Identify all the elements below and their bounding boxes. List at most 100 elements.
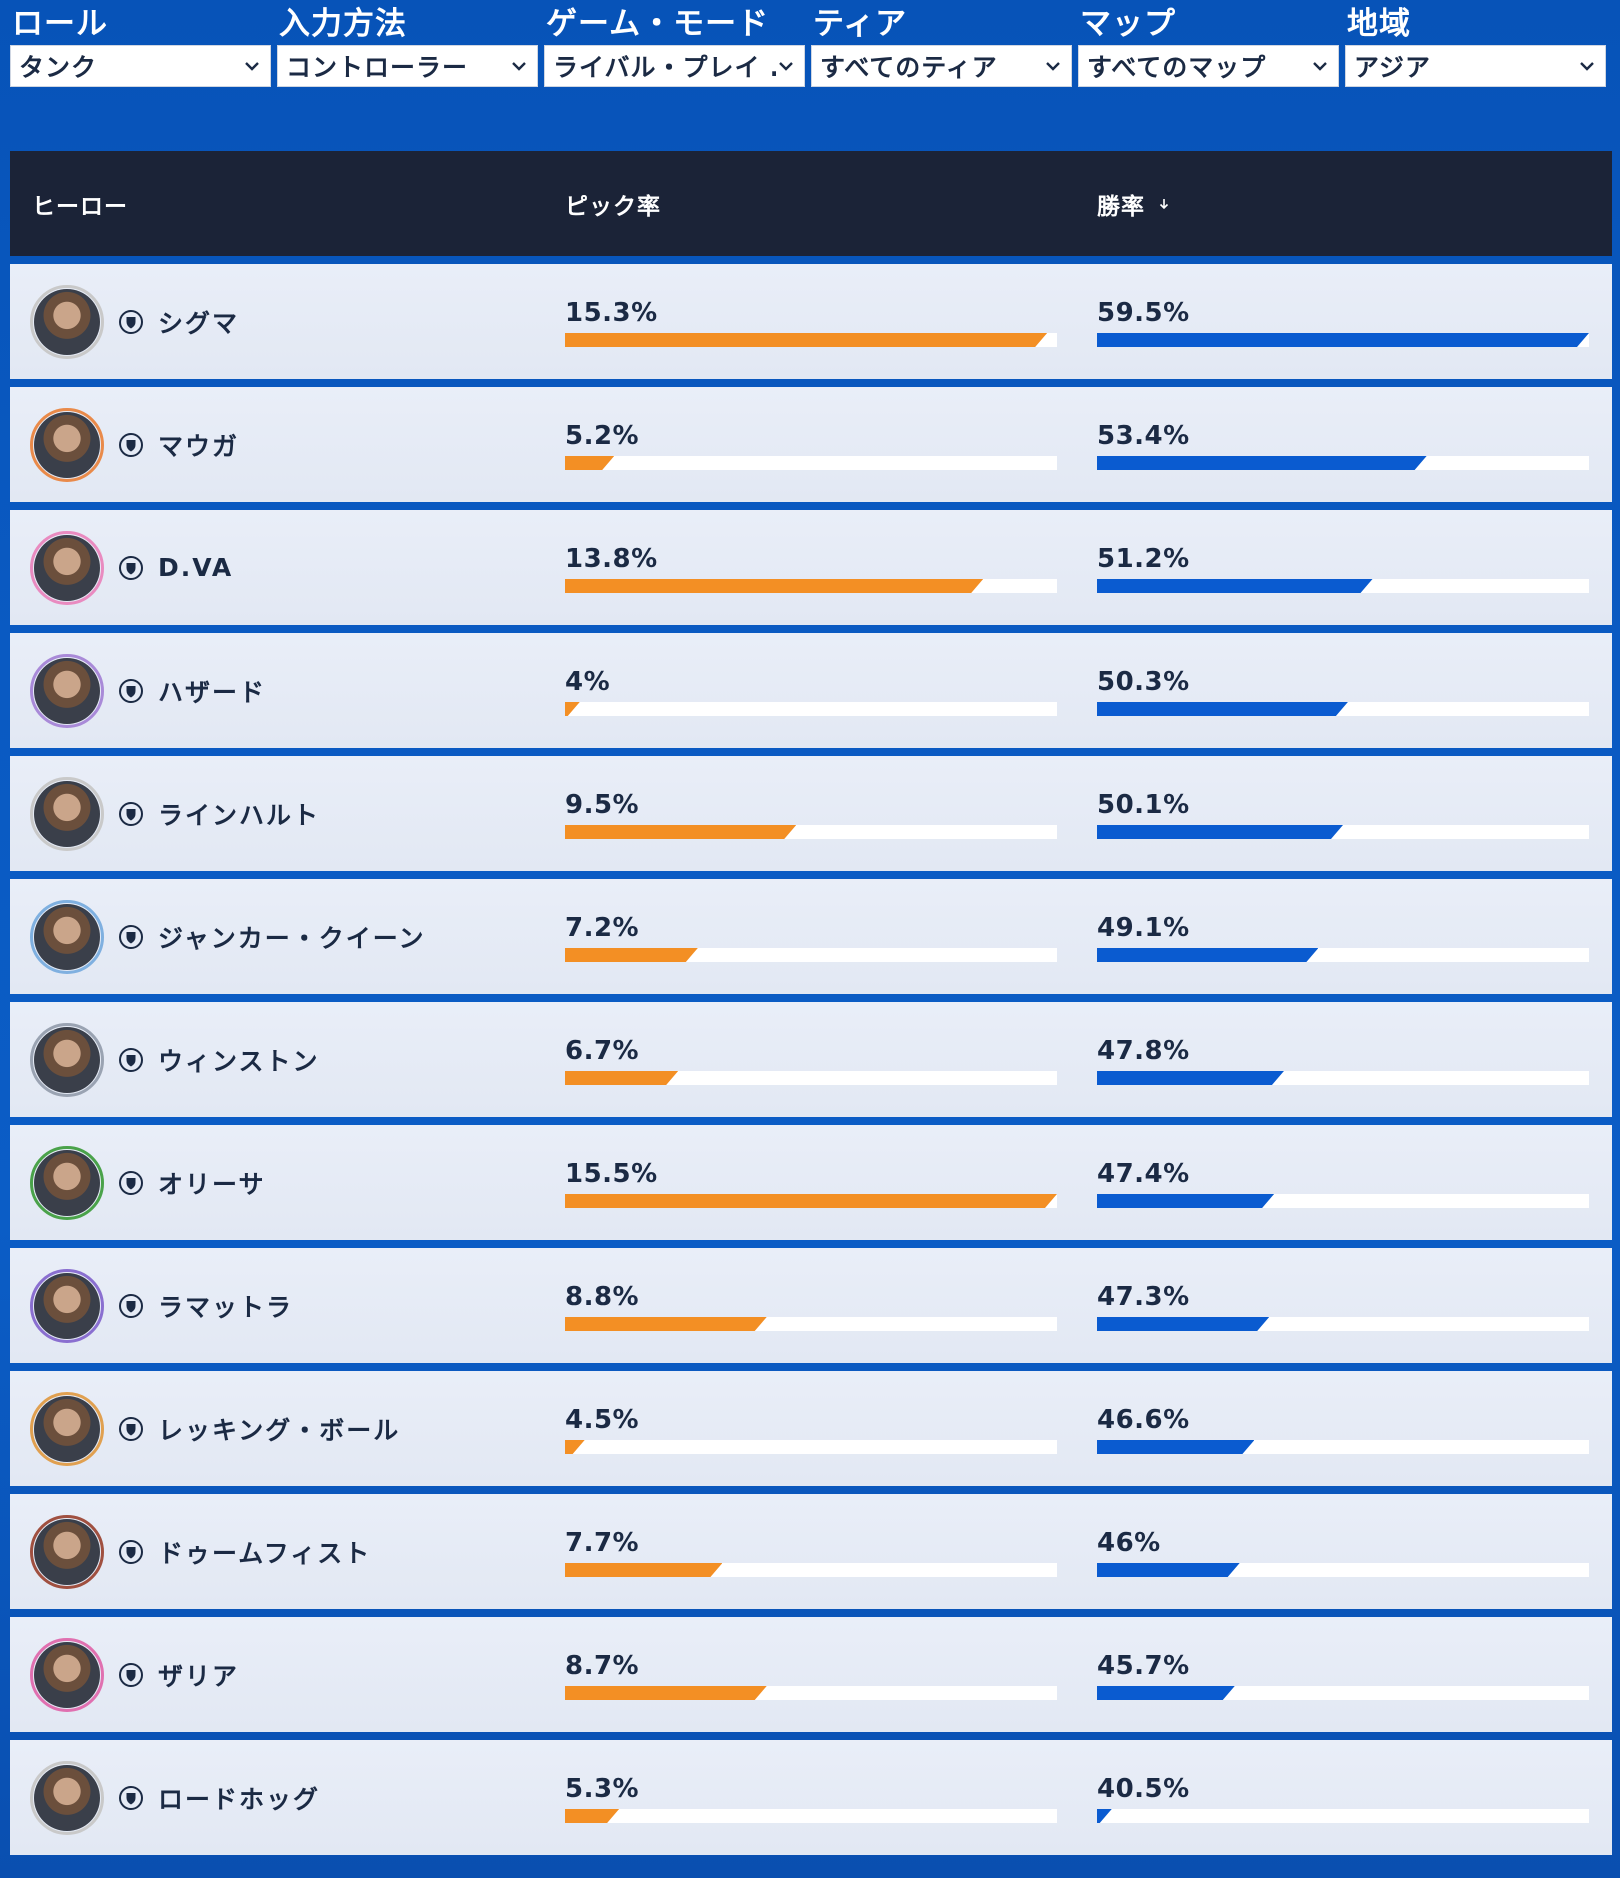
pick-rate-value: 8.8% xyxy=(565,1282,640,1312)
win-rate-bar xyxy=(1097,1071,1284,1085)
hero-portrait xyxy=(30,776,104,851)
tank-role-icon xyxy=(119,801,143,826)
tank-role-icon xyxy=(119,555,143,580)
pick-rate-cell: 7.2% xyxy=(565,879,1097,994)
pick-rate-cell: 4.5% xyxy=(565,1371,1097,1486)
win-rate-bar xyxy=(1097,1317,1269,1331)
win-rate-bar xyxy=(1097,702,1348,716)
win-rate-cell: 46.6% xyxy=(1097,1371,1612,1486)
pick-rate-bar xyxy=(565,825,796,839)
win-rate-bar xyxy=(1097,1809,1112,1823)
hero-portrait-image xyxy=(34,534,100,601)
table-row[interactable]: ハザード 4% 50.3% xyxy=(10,633,1612,748)
win-rate-value: 47.3% xyxy=(1097,1282,1190,1312)
pick-rate-cell: 15.5% xyxy=(565,1125,1097,1240)
table-row[interactable]: シグマ 15.3% 59.5% xyxy=(10,264,1612,379)
tank-role-icon xyxy=(119,1662,143,1687)
filter-label: 入力方法 xyxy=(279,6,407,42)
hero-portrait xyxy=(30,1391,104,1466)
pick-rate-cell: 5.2% xyxy=(565,387,1097,502)
pick-rate-bar-track xyxy=(565,948,1057,962)
pick-rate-value: 15.5% xyxy=(565,1159,658,1189)
filter-value: コントローラー xyxy=(286,53,469,82)
column-header-hero[interactable]: ヒーロー xyxy=(10,187,565,221)
pick-rate-bar-track xyxy=(565,333,1057,347)
table-row[interactable]: ザリア 8.7% 45.7% xyxy=(10,1617,1612,1732)
pick-rate-bar-track xyxy=(565,1071,1057,1085)
tank-role-icon xyxy=(119,1170,143,1195)
win-rate-bar-track xyxy=(1097,1071,1589,1085)
hero-name: ジャンカー・クイーン xyxy=(158,923,426,953)
win-rate-bar-track xyxy=(1097,333,1589,347)
pick-rate-value: 8.7% xyxy=(565,1651,640,1681)
hero-portrait xyxy=(30,407,104,482)
pick-rate-value: 9.5% xyxy=(565,790,640,820)
tier-select[interactable]: すべてのティア xyxy=(811,45,1072,87)
pick-rate-bar xyxy=(565,1440,585,1454)
input-method-select[interactable]: コントローラー xyxy=(277,45,538,87)
pick-rate-cell: 13.8% xyxy=(565,510,1097,625)
pick-rate-value: 7.2% xyxy=(565,913,640,943)
pick-rate-bar-track xyxy=(565,825,1057,839)
pick-rate-value: 4.5% xyxy=(565,1405,640,1435)
pick-rate-bar xyxy=(565,1194,1057,1208)
win-rate-value: 49.1% xyxy=(1097,913,1190,943)
pick-rate-cell: 5.3% xyxy=(565,1740,1097,1855)
table-row[interactable]: ラインハルト 9.5% 50.1% xyxy=(10,756,1612,871)
hero-name: マウガ xyxy=(158,431,240,461)
table-row[interactable]: ラマットラ 8.8% 47.3% xyxy=(10,1248,1612,1363)
map-select[interactable]: すべてのマップ xyxy=(1078,45,1339,87)
role-select[interactable]: タンク xyxy=(10,45,271,87)
hero-name: ウィンストン xyxy=(158,1046,320,1076)
filter-value: ライバル・プレイ … xyxy=(553,53,776,82)
chevron-down-icon xyxy=(779,62,793,71)
column-header-pick-rate[interactable]: ピック率 xyxy=(565,187,1097,221)
table-row[interactable]: ドゥームフィスト 7.7% 46% xyxy=(10,1494,1612,1609)
column-header-label: ピック率 xyxy=(565,193,661,220)
hero-portrait-image xyxy=(34,1518,100,1585)
win-rate-bar-track xyxy=(1097,825,1589,839)
win-rate-value: 45.7% xyxy=(1097,1651,1190,1681)
pick-rate-bar-track xyxy=(565,456,1057,470)
table-row[interactable]: D.VA 13.8% 51.2% xyxy=(10,510,1612,625)
hero-name: シグマ xyxy=(158,308,240,338)
pick-rate-value: 4% xyxy=(565,667,611,697)
filter-label: ロール xyxy=(12,6,108,42)
hero-name: ラインハルト xyxy=(158,800,321,830)
hero-portrait xyxy=(30,899,104,974)
hero-cell: ラインハルト xyxy=(10,756,565,871)
column-header-win-rate[interactable]: 勝率 xyxy=(1097,187,1497,221)
win-rate-cell: 40.5% xyxy=(1097,1740,1612,1855)
table-row[interactable]: マウガ 5.2% 53.4% xyxy=(10,387,1612,502)
win-rate-bar xyxy=(1097,825,1343,839)
pick-rate-value: 5.3% xyxy=(565,1774,640,1804)
filter-game-mode: ゲーム・モード ライバル・プレイ … xyxy=(544,0,811,90)
table-row[interactable]: レッキング・ボール 4.5% 46.6% xyxy=(10,1371,1612,1486)
pick-rate-cell: 8.7% xyxy=(565,1617,1097,1732)
hero-portrait xyxy=(30,284,104,359)
region-select[interactable]: アジア xyxy=(1345,45,1606,87)
win-rate-value: 46% xyxy=(1097,1528,1161,1558)
hero-name: D.VA xyxy=(158,553,234,582)
pick-rate-value: 15.3% xyxy=(565,298,658,328)
win-rate-bar-track xyxy=(1097,1440,1589,1454)
win-rate-bar xyxy=(1097,1194,1274,1208)
pick-rate-cell: 15.3% xyxy=(565,264,1097,379)
win-rate-value: 50.3% xyxy=(1097,667,1190,697)
table-row[interactable]: オリーサ 15.5% 47.4% xyxy=(10,1125,1612,1240)
chevron-down-icon xyxy=(1046,62,1060,71)
filter-value: アジア xyxy=(1354,53,1432,82)
win-rate-cell: 51.2% xyxy=(1097,510,1612,625)
column-header-label: 勝率 xyxy=(1097,193,1145,220)
table-row[interactable]: ロードホッグ 5.3% 40.5% xyxy=(10,1740,1612,1855)
win-rate-bar-track xyxy=(1097,1317,1589,1331)
pick-rate-bar-track xyxy=(565,702,1057,716)
table-row[interactable]: ジャンカー・クイーン 7.2% 49.1% xyxy=(10,879,1612,994)
tank-role-icon xyxy=(119,924,143,949)
pick-rate-cell: 6.7% xyxy=(565,1002,1097,1117)
filter-label: ゲーム・モード xyxy=(546,6,770,42)
table-row[interactable]: ウィンストン 6.7% 47.8% xyxy=(10,1002,1612,1117)
game-mode-select[interactable]: ライバル・プレイ … xyxy=(544,45,805,87)
pick-rate-cell: 9.5% xyxy=(565,756,1097,871)
win-rate-value: 47.8% xyxy=(1097,1036,1190,1066)
